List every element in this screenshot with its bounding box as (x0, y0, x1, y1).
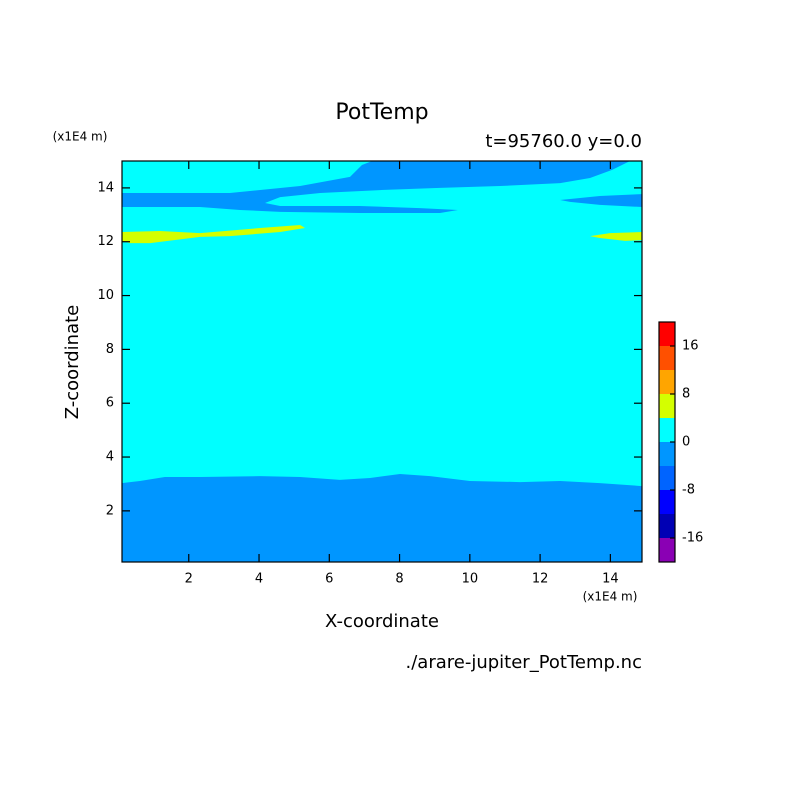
contour-field (122, 161, 642, 562)
colorbar-box (659, 346, 675, 370)
contour-region (122, 161, 642, 562)
y-tick-label: 12 (97, 234, 114, 249)
x-tick-label: 10 (462, 572, 479, 587)
y-tick-label: 6 (106, 396, 114, 411)
y-tick-label: 8 (106, 342, 114, 357)
contour-region (560, 194, 642, 208)
contour-region (122, 161, 631, 213)
y-tick-label: 14 (97, 180, 114, 195)
colorbar-tick-label: -8 (682, 483, 695, 498)
y-unit: (x1E4 m) (53, 130, 108, 144)
contour-region (590, 232, 642, 241)
contour-region (122, 225, 306, 244)
x-tick-label: 6 (325, 572, 333, 587)
x-tick-label: 12 (532, 572, 549, 587)
axes: 2 4 6 8 10 12 14 2 4 6 8 10 12 14 (97, 160, 643, 587)
y-tick-label: 10 (97, 288, 114, 303)
x-tick-label: 2 (185, 572, 193, 587)
colorbar-box (659, 538, 675, 562)
colorbar-box (659, 394, 675, 418)
colorbar-box (659, 418, 675, 442)
x-tick-label: 14 (602, 572, 619, 587)
colorbar-box (659, 490, 675, 514)
colorbar-tick-label: -16 (682, 531, 703, 546)
colorbar-tick-label: 0 (682, 435, 690, 450)
contour-region (122, 473, 642, 562)
colorbar-box (659, 322, 675, 346)
colorbar-box (659, 466, 675, 490)
x-tick-label: 4 (255, 572, 263, 587)
source-file: ./arare-jupiter_PotTemp.nc (406, 652, 642, 673)
colorbar-box (659, 514, 675, 538)
x-tick-label: 8 (395, 572, 403, 587)
chart-title: PotTemp (335, 100, 428, 125)
x-axis-label: X-coordinate (325, 611, 439, 632)
x-unit: (x1E4 m) (583, 590, 638, 604)
colorbar-box (659, 442, 675, 466)
colorbar-tick-label: 8 (682, 387, 690, 402)
colorbar: -16 -8 0 8 16 (658, 321, 703, 563)
y-tick-label: 2 (106, 503, 114, 518)
colorbar-box (659, 370, 675, 394)
plot-frame (121, 160, 643, 563)
y-tick-label: 4 (106, 450, 114, 465)
y-axis-label: Z-coordinate (62, 305, 83, 420)
colorbar-tick-label: 16 (682, 339, 699, 354)
subtitle: t=95760.0 y=0.0 (485, 131, 642, 152)
